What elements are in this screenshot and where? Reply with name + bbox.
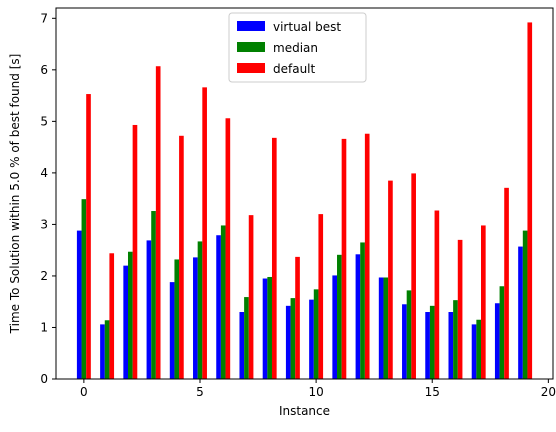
bar-virtual-best-14 xyxy=(402,304,407,379)
bar-default-13 xyxy=(388,180,393,379)
y-tick-label: 5 xyxy=(40,114,48,128)
y-tick-label: 3 xyxy=(40,217,48,231)
legend-label-default: default xyxy=(273,62,316,76)
y-tick-label: 6 xyxy=(40,63,48,77)
bar-median-4 xyxy=(174,259,180,379)
bars-group xyxy=(76,22,533,380)
legend-swatch-median xyxy=(237,42,265,52)
bar-virtual-best-9 xyxy=(285,305,291,379)
bar-median-14 xyxy=(406,290,412,379)
bar-default-19 xyxy=(527,22,533,380)
x-tick-label: 15 xyxy=(425,385,440,399)
bar-virtual-best-12 xyxy=(355,254,361,379)
y-axis-label: Time To Solution within 5.0 % of best fo… xyxy=(8,54,22,335)
y-tick-label: 0 xyxy=(40,372,48,386)
x-tick-label: 5 xyxy=(196,385,204,399)
bar-default-4 xyxy=(179,135,184,379)
bar-virtual-best-5 xyxy=(193,257,198,379)
legend-label-median: median xyxy=(273,41,318,55)
bar-virtual-best-11 xyxy=(332,275,338,379)
bar-median-15 xyxy=(429,305,435,379)
bar-median-1 xyxy=(104,320,110,379)
bar-default-16 xyxy=(457,239,463,379)
bar-default-17 xyxy=(481,225,486,379)
legend: virtual best median default xyxy=(228,12,367,83)
bar-virtual-best-18 xyxy=(494,303,500,379)
bar-median-7 xyxy=(244,297,249,379)
bar-virtual-best-13 xyxy=(378,277,384,379)
bar-virtual-best-3 xyxy=(146,240,152,379)
bar-median-17 xyxy=(476,319,482,379)
x-tick-label: 10 xyxy=(308,385,323,399)
bar-virtual-best-19 xyxy=(518,246,523,379)
bar-default-14 xyxy=(411,173,416,379)
bar-median-16 xyxy=(453,300,458,379)
bar-default-6 xyxy=(225,118,231,380)
x-tick-label: 20 xyxy=(541,385,556,399)
bar-virtual-best-6 xyxy=(216,235,221,379)
bar-default-11 xyxy=(341,138,347,379)
legend-label-virtual-best: virtual best xyxy=(273,20,341,34)
bar-median-8 xyxy=(267,276,272,379)
bar-default-15 xyxy=(434,210,440,379)
bar-virtual-best-16 xyxy=(448,312,454,379)
bar-default-2 xyxy=(132,124,138,380)
bar-median-10 xyxy=(313,289,319,379)
y-tick-label: 4 xyxy=(40,166,48,180)
bar-median-19 xyxy=(522,230,528,379)
bar-virtual-best-7 xyxy=(239,312,245,379)
bar-median-5 xyxy=(197,241,203,379)
bar-default-10 xyxy=(318,214,324,379)
y-tick-label: 1 xyxy=(40,320,48,334)
bar-virtual-best-15 xyxy=(425,312,430,379)
y-tick-label: 7 xyxy=(40,11,48,25)
bar-default-8 xyxy=(271,137,277,379)
bar-median-13 xyxy=(383,277,389,379)
y-tick-label: 2 xyxy=(40,269,48,283)
bar-virtual-best-10 xyxy=(309,299,314,379)
bar-virtual-best-17 xyxy=(471,324,477,379)
bar-median-12 xyxy=(360,242,365,379)
bar-default-5 xyxy=(202,87,207,379)
bar-median-0 xyxy=(81,199,87,379)
bar-default-1 xyxy=(109,253,115,379)
bar-median-6 xyxy=(220,225,226,379)
bar-median-3 xyxy=(151,211,156,379)
bar-default-3 xyxy=(155,66,161,380)
legend-swatch-default xyxy=(237,63,265,73)
bar-median-2 xyxy=(127,251,133,379)
bar-virtual-best-8 xyxy=(262,278,268,379)
x-axis-ticks: 0 5 10 15 20 xyxy=(80,379,556,399)
bar-virtual-best-1 xyxy=(100,324,105,379)
bar-default-18 xyxy=(504,187,509,379)
legend-swatch-virtual-best xyxy=(237,21,265,31)
y-axis-ticks: 0 1 2 3 4 5 6 7 xyxy=(40,11,56,386)
bar-default-7 xyxy=(248,215,254,379)
x-axis-label: Instance xyxy=(279,404,330,418)
bar-default-12 xyxy=(364,133,370,379)
bar-default-9 xyxy=(295,256,300,379)
bar-virtual-best-2 xyxy=(123,265,128,379)
x-tick-label: 0 xyxy=(80,385,88,399)
bar-median-18 xyxy=(499,286,505,379)
bar-virtual-best-4 xyxy=(169,282,175,379)
bar-default-0 xyxy=(86,94,91,379)
bar-virtual-best-0 xyxy=(76,230,82,379)
bar-median-11 xyxy=(337,254,342,379)
bar-median-9 xyxy=(290,298,296,379)
plot-frame xyxy=(55,7,554,380)
